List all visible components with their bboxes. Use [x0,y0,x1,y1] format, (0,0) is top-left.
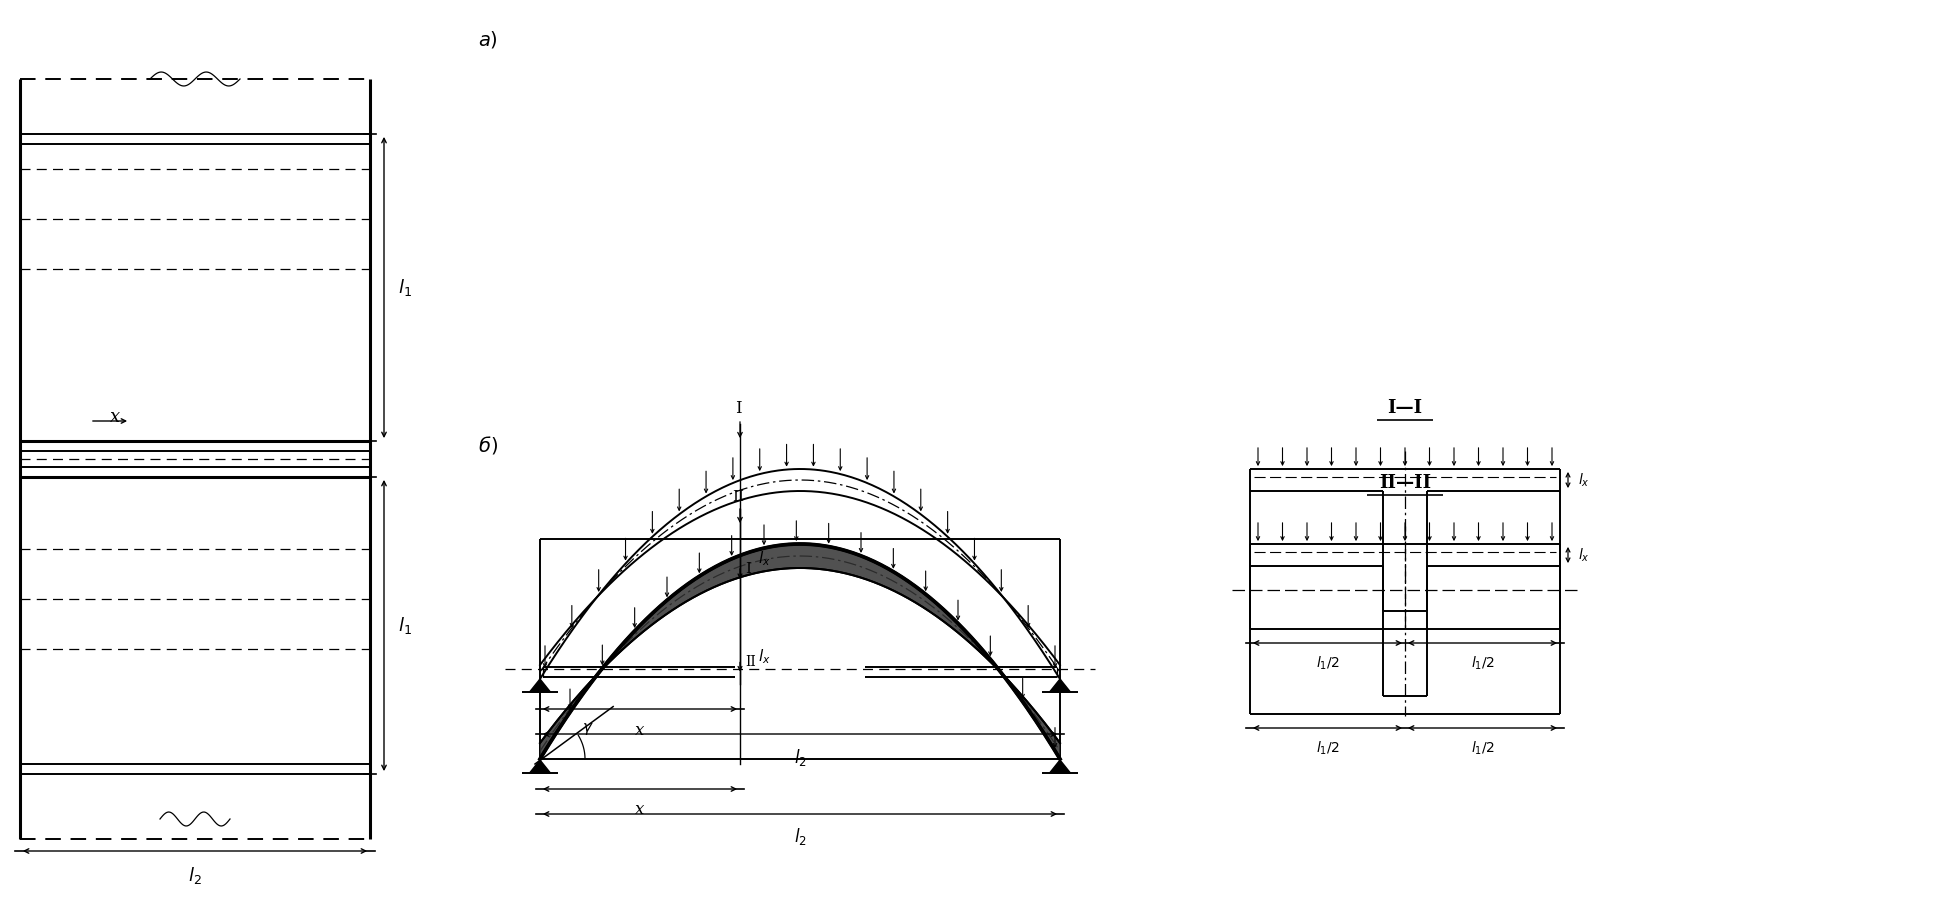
Polygon shape [1050,760,1069,773]
Text: x: x [635,722,645,739]
Text: $l_x$: $l_x$ [1578,547,1589,564]
Text: x: x [635,801,645,818]
Text: $а)$: $а)$ [477,29,499,50]
Text: $l_1$: $l_1$ [397,277,413,298]
Text: $l_2$: $l_2$ [188,865,201,886]
Text: $l_x$: $l_x$ [759,647,770,666]
Text: $\gamma$: $\gamma$ [583,721,594,737]
Text: II: II [745,654,755,669]
Polygon shape [540,544,1060,759]
Text: $l_1$: $l_1$ [397,615,413,636]
Text: $l_1/2$: $l_1/2$ [1470,740,1494,757]
Text: II: II [731,490,743,504]
Polygon shape [530,760,549,773]
Polygon shape [1050,679,1069,692]
Text: $l_2$: $l_2$ [794,747,805,768]
Text: $б)$: $б)$ [477,434,499,456]
Text: $l_1/2$: $l_1/2$ [1316,655,1339,672]
Text: $l_2$: $l_2$ [794,826,805,847]
Text: $l_x$: $l_x$ [759,549,770,568]
Text: $l_1/2$: $l_1/2$ [1316,740,1339,757]
Polygon shape [530,679,549,692]
Text: I: I [745,562,751,576]
Text: $l_x$: $l_x$ [1578,471,1589,489]
Text: $l_1/2$: $l_1/2$ [1470,655,1494,672]
Text: I: I [735,400,741,417]
Text: I—I: I—I [1386,399,1421,417]
Text: x: x [109,408,119,426]
Text: II—II: II—II [1378,474,1431,492]
